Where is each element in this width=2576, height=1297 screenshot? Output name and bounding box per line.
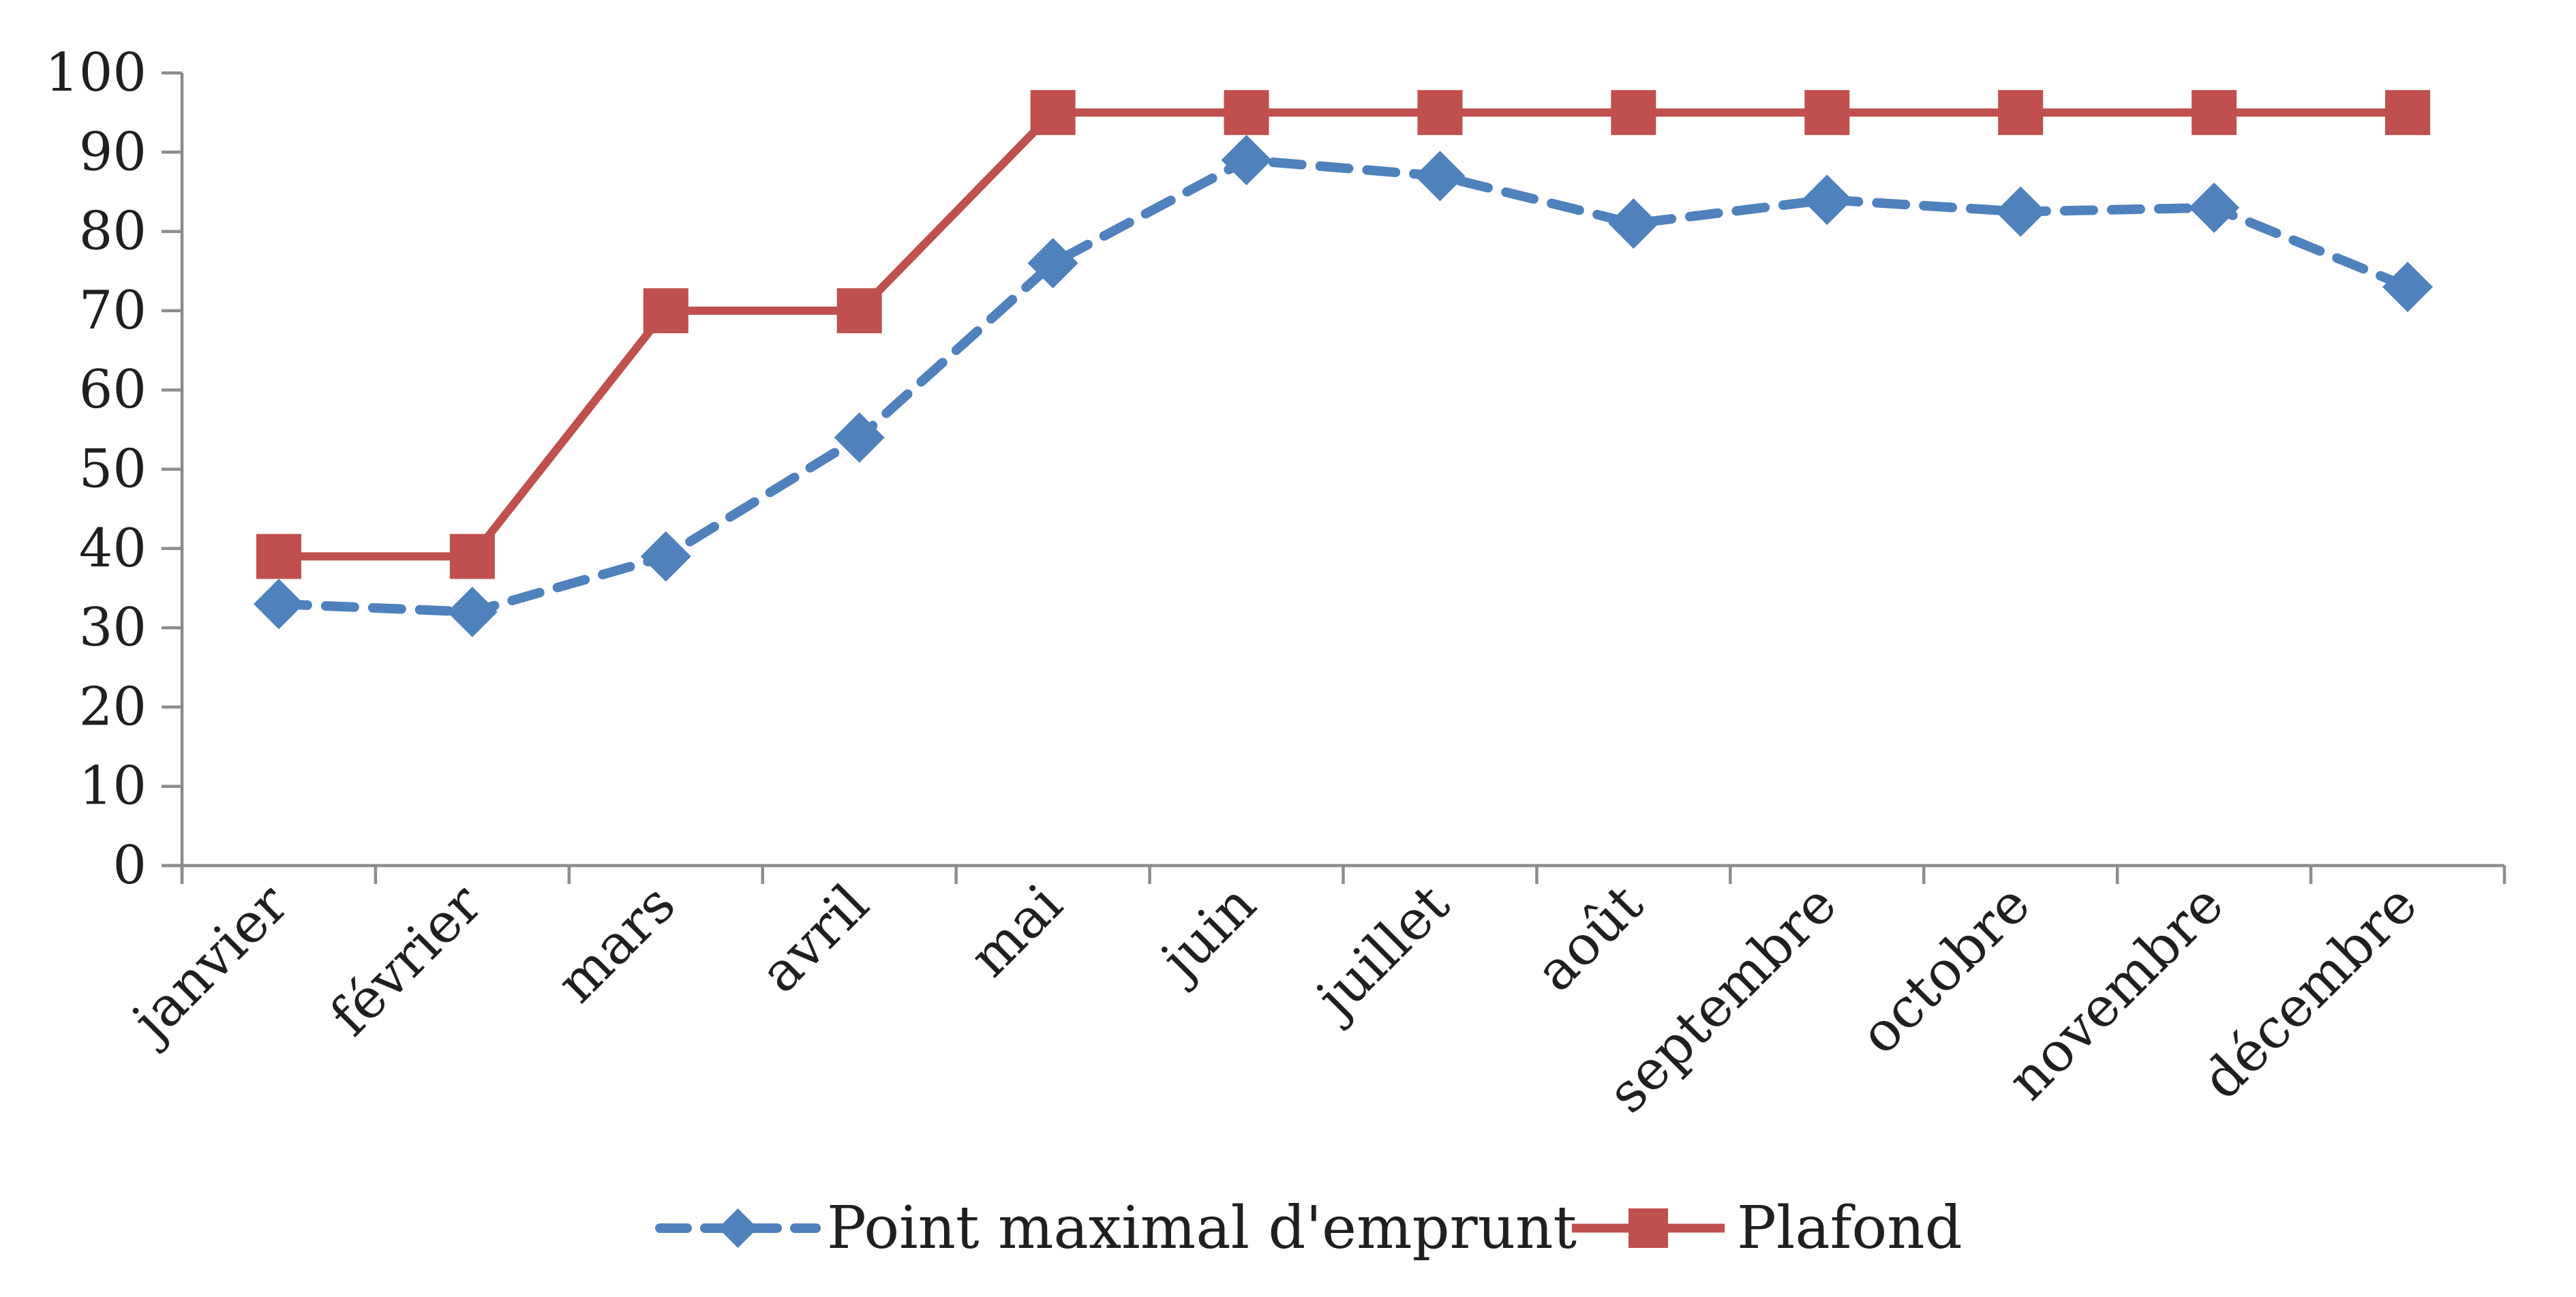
data-point-square-marker (1804, 90, 1850, 136)
data-point-square-marker (836, 288, 882, 333)
data-point-square-marker (1998, 90, 2044, 136)
data-point-diamond-marker (1027, 238, 1078, 289)
data-point-diamond-marker (1995, 186, 2046, 237)
y-axis-tick-label: 10 (79, 756, 147, 817)
y-axis-tick-label: 100 (45, 42, 147, 104)
y-axis-tick-label: 0 (112, 835, 147, 896)
y-axis-tick-label: 60 (79, 359, 147, 421)
data-point-square-marker (449, 534, 495, 579)
data-point-square-marker (256, 534, 301, 579)
y-axis-tick-label: 90 (79, 121, 147, 183)
y-axis-tick-label: 50 (79, 439, 147, 500)
data-point-diamond-marker (1802, 174, 1853, 226)
x-axis-category-label: octobre (1848, 872, 2042, 1067)
legend-label: Point maximal d'emprunt (827, 1194, 1577, 1262)
legend-square-marker (1628, 1208, 1668, 1248)
x-axis-category-label: juin (1145, 872, 1268, 995)
y-axis-tick-label: 40 (79, 518, 147, 579)
data-point-diamond-marker (2189, 182, 2240, 233)
data-point-diamond-marker (640, 531, 691, 582)
data-point-diamond-marker (446, 586, 498, 637)
series-line-diamond (273, 155, 2413, 617)
series-line-square (278, 108, 2408, 561)
y-axis-tick-label: 70 (79, 280, 147, 341)
x-axis-category-label: avril (748, 872, 881, 1005)
data-point-square-marker (1417, 90, 1463, 136)
data-point-diamond-marker (1221, 134, 1272, 185)
x-axis-category-label: mai (958, 872, 1074, 989)
x-axis-category-label: février (318, 872, 494, 1048)
data-point-diamond-marker (1414, 151, 1466, 202)
x-axis-category-label: août (1524, 872, 1655, 1004)
legend-diamond-marker (718, 1208, 758, 1248)
x-axis-category-label: mars (545, 872, 687, 1015)
data-point-square-marker (643, 288, 688, 333)
data-point-diamond-marker (2382, 262, 2434, 313)
data-point-square-marker (2192, 90, 2237, 136)
data-point-square-marker (1611, 90, 1656, 136)
data-point-square-marker (2385, 90, 2431, 136)
data-point-square-marker (1224, 90, 1269, 136)
x-axis-category-label: juillet (1301, 872, 1461, 1033)
data-point-diamond-marker (253, 579, 304, 630)
data-point-diamond-marker (1608, 198, 1659, 249)
x-axis-category-label: janvier (117, 872, 301, 1056)
data-point-square-marker (1030, 90, 1076, 136)
y-axis-tick-label: 20 (79, 676, 147, 737)
y-axis-tick-label: 80 (79, 201, 147, 262)
y-axis-tick-label: 30 (79, 597, 147, 658)
legend-label: Plafond (1737, 1194, 1963, 1262)
data-point-diamond-marker (834, 412, 885, 463)
